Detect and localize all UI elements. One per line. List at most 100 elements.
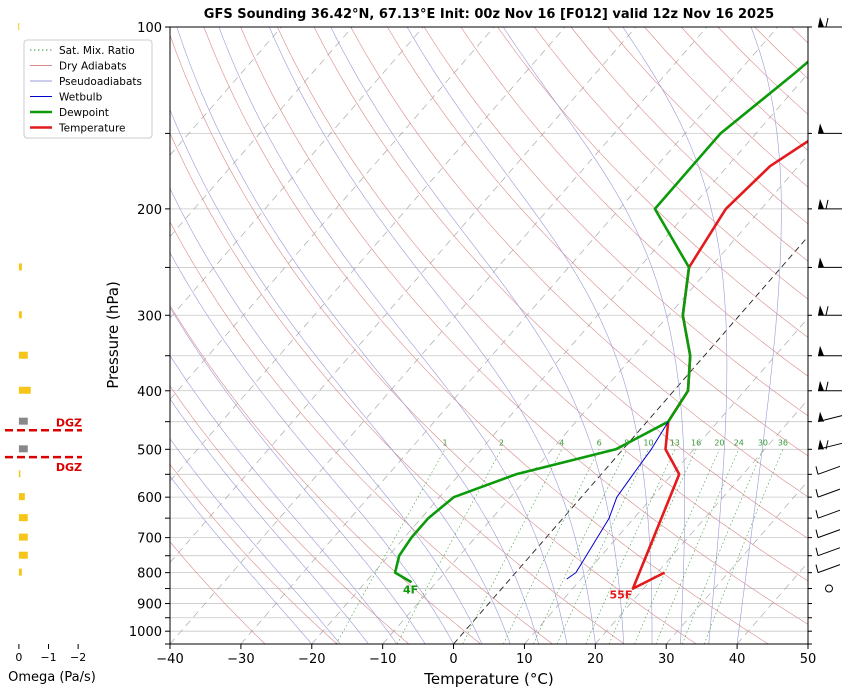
barb-shaft [818, 565, 840, 573]
barb-flag [816, 466, 818, 474]
barb-flag [816, 489, 818, 497]
y-tick-label: 200 [137, 203, 162, 218]
barb-flag [826, 18, 828, 27]
mixing-ratio-label: 4 [559, 438, 564, 447]
x-tick-label: −20 [298, 652, 325, 667]
barb-pennant [818, 305, 824, 315]
x-tick-label: 40 [729, 652, 746, 667]
omega-tick-label: −1 [40, 651, 56, 664]
x-tick-label: 10 [516, 652, 533, 667]
barb-shaft [818, 548, 840, 556]
barb-shaft [818, 530, 840, 538]
dry-adiabat [755, 27, 848, 644]
y-tick-label: 600 [137, 491, 162, 506]
mixing-ratio-label: 2 [499, 438, 504, 447]
mixing-ratio-line [503, 449, 599, 644]
pseudoadiabat [141, 27, 510, 644]
dry-adiabat [387, 27, 848, 644]
barb-pennant [818, 439, 824, 449]
legend-label: Sat. Mix. Ratio [59, 45, 135, 57]
omega-bar [19, 514, 28, 521]
omega-tick-label: −2 [70, 651, 86, 664]
wind-barb [818, 412, 842, 422]
dewpoint-line [395, 27, 848, 582]
omega-bar [19, 534, 28, 541]
temperature-line [633, 27, 848, 589]
legend-label: Temperature [58, 123, 126, 135]
y-tick-label: 400 [137, 385, 162, 400]
dry-adiabat [241, 27, 841, 644]
legend-label: Dewpoint [59, 107, 109, 119]
dgz-label: DGZ [56, 461, 82, 474]
barb-pennant [818, 199, 824, 209]
wind-barb [818, 381, 842, 391]
mixing-ratio-line [533, 449, 626, 644]
omega-axis-label: Omega (Pa/s) [8, 670, 96, 685]
wind-barb [818, 123, 842, 133]
mixing-ratio-label: 36 [778, 438, 788, 447]
barb-pennant [818, 346, 824, 356]
wind-barb [816, 489, 840, 497]
dry-adiabat [498, 27, 848, 644]
barb-flag [816, 548, 818, 556]
x-tick-label: 30 [658, 652, 675, 667]
wind-barbs [816, 17, 842, 592]
mixing-ratio-label: 30 [758, 438, 768, 447]
wind-barb [818, 346, 842, 356]
dry-adiabat [461, 27, 848, 644]
mixing-ratio-label: 13 [670, 438, 680, 447]
dry-adiabat [791, 27, 848, 644]
y-tick-label: 900 [137, 598, 162, 613]
dry-adiabat [645, 27, 848, 644]
y-tick-label: 700 [137, 532, 162, 547]
pseudoadiabat [269, 27, 595, 644]
mixing-ratio-label: 6 [597, 438, 602, 447]
mixing-ratio-line [397, 449, 501, 644]
y-tick-label: 1000 [129, 625, 162, 640]
barb-shaft [818, 489, 840, 497]
dry-adiabat [681, 27, 848, 644]
barb-shaft [818, 510, 840, 518]
plot-lines [395, 27, 848, 589]
surface-dewpoint-label: 4F [403, 583, 418, 596]
y-tick-label: 800 [137, 567, 162, 582]
wind-barb [818, 439, 842, 449]
dry-adiabat [167, 27, 696, 644]
dry-adiabat [571, 27, 848, 644]
legend-label: Wetbulb [59, 92, 103, 104]
calm-wind-circle [826, 585, 833, 592]
barb-flag [826, 306, 828, 315]
surface-temp-label: 55F [610, 589, 633, 602]
pseudoadiabat [623, 27, 727, 644]
barb-pennant [818, 412, 824, 422]
isotherm-line [99, 27, 636, 644]
x-tick-label: 0 [449, 652, 457, 667]
isotherm-line [383, 27, 848, 644]
barb-flag [826, 200, 828, 209]
wind-barb [818, 17, 842, 27]
wind-barb [818, 257, 842, 267]
y-axis-label: Pressure (hPa) [104, 281, 122, 389]
barb-pennant [818, 123, 824, 133]
barb-flag [826, 382, 828, 391]
mixing-ratio-label: 24 [734, 438, 744, 447]
barb-shaft [818, 466, 840, 474]
omega-bar [19, 352, 28, 359]
pseudoadiabat [219, 27, 567, 644]
mixing-ratio-label: 16 [691, 438, 701, 447]
mixing-ratio-label: 1 [442, 438, 447, 447]
barb-flag [816, 565, 818, 573]
legend-label: Dry Adiabats [59, 61, 127, 73]
mixing-ratio-line [609, 449, 696, 644]
x-tick-label: −40 [156, 652, 183, 667]
mixing-ratio-label: 8 [624, 438, 629, 447]
barb-flag [816, 530, 818, 538]
y-tick-label: 500 [137, 443, 162, 458]
omega-bar [19, 552, 28, 559]
x-axis-label: Temperature (°C) [423, 670, 553, 688]
mixing-ratio-line [704, 449, 783, 644]
omega-bar [19, 569, 22, 576]
isotherm-line [666, 27, 848, 644]
omega-bar [19, 387, 31, 394]
